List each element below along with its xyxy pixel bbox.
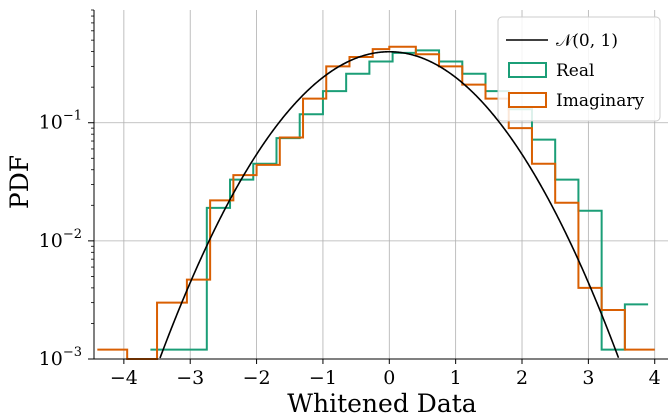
legend: 𝒩(0, 1) Real Imaginary (498, 17, 660, 121)
y-tick-label: 10−3 (39, 345, 82, 370)
x-axis-ticks: −4 −3 −2 −1 0 1 2 3 4 (110, 359, 661, 389)
x-tick-label: 0 (383, 367, 395, 389)
x-tick-label: 1 (450, 367, 462, 389)
legend-label-curve: 𝒩(0, 1) (556, 31, 618, 51)
x-tick-label: −4 (110, 367, 138, 389)
x-axis-label: Whitened Data (287, 389, 476, 418)
legend-label-real: Real (556, 61, 594, 81)
y-axis-ticks: 10−1 10−2 10−3 (39, 10, 94, 370)
legend-label-imaginary: Imaginary (556, 91, 645, 111)
y-tick-label: 10−1 (39, 109, 82, 134)
x-tick-label: −3 (176, 367, 204, 389)
x-tick-label: −1 (309, 367, 337, 389)
x-tick-label: 2 (516, 367, 528, 389)
x-tick-label: −2 (243, 367, 271, 389)
y-axis-label: PDF (5, 155, 34, 209)
y-tick-label: 10−2 (39, 227, 82, 252)
x-tick-label: 3 (582, 367, 594, 389)
x-tick-label: 4 (649, 367, 661, 389)
